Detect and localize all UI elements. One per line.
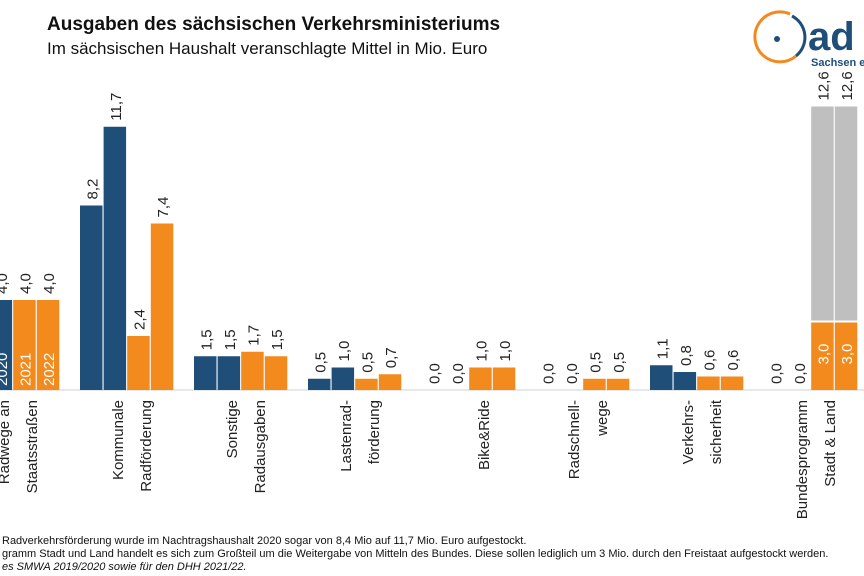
logo-ring-orange [753, 10, 797, 64]
bar-3-2020 [331, 367, 355, 390]
logo-subtext: Sachsen e.V. [811, 57, 864, 69]
category-label: Bundesprogramm [794, 400, 811, 519]
category-label: Sonstige [224, 400, 241, 458]
data-label: 1,7 [245, 325, 262, 346]
data-label: 1,5 [269, 329, 286, 350]
bar-0-2021 [13, 300, 36, 390]
bar-6-2021 [697, 376, 720, 390]
bar-1-2020 [103, 126, 127, 390]
data-label-total: 12,6 [839, 71, 856, 100]
bar-3-2022 [378, 374, 402, 390]
data-label: 7,4 [155, 197, 172, 218]
category-label: Staatsstraßen [24, 400, 41, 493]
bar-3-2019 [308, 378, 331, 390]
data-label: 4,0 [0, 273, 11, 294]
logo-text: ad [808, 15, 855, 59]
bar-7-2021 [811, 322, 834, 390]
bar-stack-7-2022 [834, 106, 858, 321]
data-label: 0,5 [312, 352, 329, 373]
bar-6-2020 [673, 372, 697, 390]
category-label: Lastenrad- [338, 400, 355, 472]
category-label: Verkehrs- [680, 400, 697, 464]
bar-2-2019 [194, 356, 217, 390]
logo: ad Sachsen e.V. [753, 10, 864, 69]
bar-3-2021 [355, 378, 378, 390]
chart-title: Ausgaben des sächsischen Verkehrsministe… [47, 14, 500, 35]
category-label: sicherheit [708, 399, 725, 464]
data-label: 4,0 [41, 273, 58, 294]
data-label-total: 12,6 [815, 71, 832, 100]
data-label: 4,0 [17, 273, 34, 294]
logo-dot [774, 36, 780, 42]
data-label: 8,2 [84, 179, 101, 200]
bar-0-2020 [0, 300, 13, 390]
data-label: 1,0 [336, 341, 353, 362]
bar-6-2022 [720, 376, 744, 390]
category-label: Radschnell- [566, 400, 583, 479]
data-label-inside: 3,0 [839, 344, 856, 365]
bar-1-2021 [127, 336, 150, 390]
bar-stack-7-2021 [811, 106, 834, 321]
data-label: 0,5 [359, 352, 376, 373]
data-label: 0,0 [792, 363, 809, 384]
year-label: 2022 [41, 353, 58, 386]
bar-6-2019 [650, 365, 673, 390]
bar-2-2022 [264, 356, 288, 390]
category-label: Radausgaben [252, 400, 269, 493]
category-label: förderung [366, 400, 383, 464]
data-label: 0,0 [426, 363, 443, 384]
data-label: 0,7 [383, 347, 400, 368]
footnote-3: es SMWA 2019/2020 sowie für den DHH 2021… [2, 561, 247, 573]
year-label: 2020 [0, 353, 11, 386]
labels: 4,0 2020 4,0 2021 4,0 2022 Radwege an Staatsstr… [0, 71, 856, 519]
data-label: 0,0 [768, 363, 785, 384]
data-label: 0,5 [611, 352, 628, 373]
bar-0-2022 [36, 300, 60, 390]
year-label: 2021 [17, 353, 34, 386]
data-label: 1,1 [654, 338, 671, 359]
chart-subtitle: Im sächsischen Haushalt veranschlagte Mi… [47, 39, 487, 58]
category-label: Stadt & Land [822, 400, 839, 487]
category-label: Kommunale [110, 400, 127, 480]
data-label: 0,8 [678, 345, 695, 366]
data-label: 1,5 [198, 329, 215, 350]
bar-5-2021 [583, 378, 606, 390]
bar-7-2022 [834, 322, 858, 390]
category-label: Bike&Ride [476, 400, 493, 470]
data-label: 0,5 [587, 352, 604, 373]
bars [0, 106, 858, 390]
category-label: Radwege an [0, 400, 13, 484]
category-label: Radförderung [138, 400, 155, 492]
data-label: 0,6 [725, 350, 742, 371]
bar-1-2022 [150, 223, 174, 390]
data-label: 2,4 [131, 309, 148, 330]
bar-2-2020 [217, 356, 241, 390]
data-label: 1,0 [497, 341, 514, 362]
data-label: 1,0 [473, 341, 490, 362]
data-label: 0,0 [450, 363, 467, 384]
bar-1-2019 [80, 205, 103, 390]
footnote-1: Radverkehrsförderung wurde im Nachtragsh… [2, 535, 526, 547]
data-label-inside: 3,0 [815, 344, 832, 365]
bar-2-2021 [241, 351, 264, 390]
bar-4-2022 [492, 367, 516, 390]
data-label: 0,0 [564, 363, 581, 384]
data-label: 0,0 [540, 363, 557, 384]
data-label: 0,6 [701, 350, 718, 371]
data-label: 11,7 [108, 93, 125, 121]
category-label: wege [594, 400, 611, 437]
bar-4-2021 [469, 367, 492, 390]
logo-ring-blue [791, 14, 807, 58]
data-label: 1,5 [222, 329, 239, 350]
bar-5-2022 [606, 378, 630, 390]
footnote-2: gramm Stadt und Land handelt es sich zum… [2, 548, 828, 560]
